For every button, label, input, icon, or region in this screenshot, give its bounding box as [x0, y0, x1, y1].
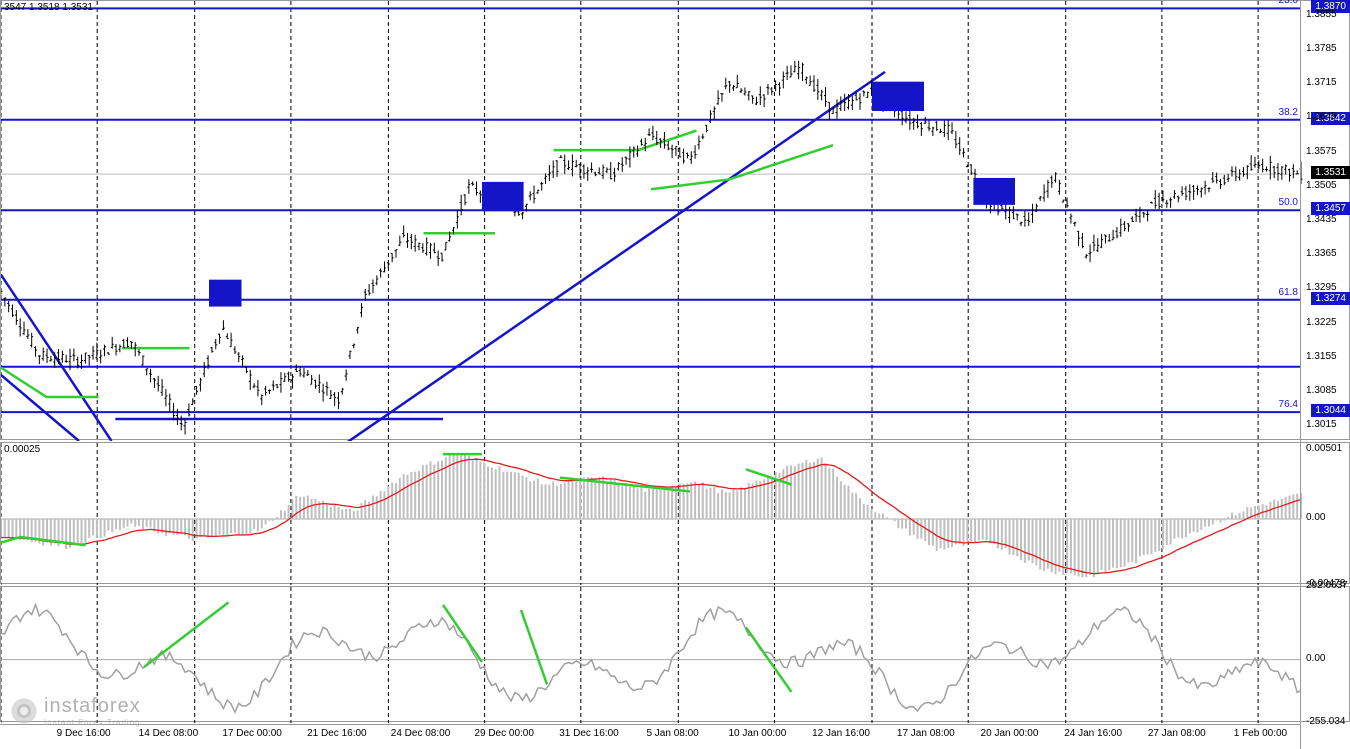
fib-level-label: 61.8 [1279, 287, 1298, 298]
logo-icon [10, 697, 38, 725]
x-tick-label: 24 Jan 16:00 [1064, 728, 1122, 739]
fib-price-box: 1.3274 [1311, 292, 1350, 305]
x-tick-label: 17 Jan 08:00 [897, 728, 955, 739]
y-tick-label: 1.3225 [1306, 317, 1337, 328]
x-tick-label: 5 Jan 08:00 [646, 728, 698, 739]
y-tick-label: 1.3505 [1306, 180, 1337, 191]
x-tick-label: 20 Jan 00:00 [981, 728, 1039, 739]
x-tick-label: 17 Dec 00:00 [222, 728, 282, 739]
x-tick-label: 14 Dec 08:00 [139, 728, 199, 739]
macd-panel[interactable] [0, 442, 1350, 584]
osc-y-tick: 0.00 [1306, 653, 1325, 664]
x-tick-label: 24 Dec 08:00 [391, 728, 451, 739]
fib-price-box: 1.3044 [1311, 404, 1350, 417]
oscillator-panel[interactable] [0, 586, 1350, 722]
y-tick-label: 1.3015 [1306, 419, 1337, 430]
y-tick-label: 1.3645 [1306, 111, 1337, 122]
x-tick-label: 9 Dec 16:00 [57, 728, 111, 739]
y-tick-label: 1.3085 [1306, 385, 1337, 396]
y-tick-label: 1.3715 [1306, 77, 1337, 88]
macd-left-label: 0.00025 [4, 444, 40, 455]
macd-y-tick: 0.00501 [1306, 443, 1342, 454]
fib-level-label: 23.6 [1279, 0, 1298, 6]
watermark: instaforex Instant Forex Trading [10, 695, 141, 727]
y-tick-label: 1.3855 [1306, 9, 1337, 20]
current-price-box: 1.3531 [1311, 166, 1350, 179]
fib-level-label: 50.0 [1279, 197, 1298, 208]
macd-y-tick: 0.00 [1306, 512, 1325, 523]
x-tick-label: 21 Dec 16:00 [307, 728, 367, 739]
x-axis-line [0, 724, 1300, 725]
x-tick-label: 27 Jan 08:00 [1148, 728, 1206, 739]
osc-y-tick: -255.034 [1306, 716, 1345, 727]
x-tick-label: 29 Dec 00:00 [474, 728, 534, 739]
brand-name: instaforex [44, 695, 141, 718]
x-tick-label: 10 Jan 00:00 [728, 728, 786, 739]
price-panel[interactable] [0, 0, 1350, 440]
ohlc-label: 3547 1.3518 1.3531 [4, 2, 93, 13]
chart-root: 3547 1.3518 1.3531 instaforex Instant Fo… [0, 0, 1350, 749]
y-tick-label: 1.3295 [1306, 282, 1337, 293]
y-tick-label: 1.3785 [1306, 43, 1337, 54]
brand-tagline: Instant Forex Trading [44, 718, 141, 727]
osc-y-tick: 292.0637 [1306, 580, 1348, 591]
fib-level-label: 38.2 [1279, 107, 1298, 118]
x-tick-label: 12 Jan 16:00 [812, 728, 870, 739]
y-tick-label: 1.3435 [1306, 214, 1337, 225]
y-tick-label: 1.3575 [1306, 146, 1337, 157]
right-axis-line [1300, 0, 1301, 749]
y-tick-label: 1.3365 [1306, 248, 1337, 259]
fib-level-label: 76.4 [1279, 399, 1298, 410]
x-tick-label: 1 Feb 00:00 [1234, 728, 1287, 739]
x-tick-label: 31 Dec 16:00 [559, 728, 619, 739]
y-tick-label: 1.3155 [1306, 351, 1337, 362]
